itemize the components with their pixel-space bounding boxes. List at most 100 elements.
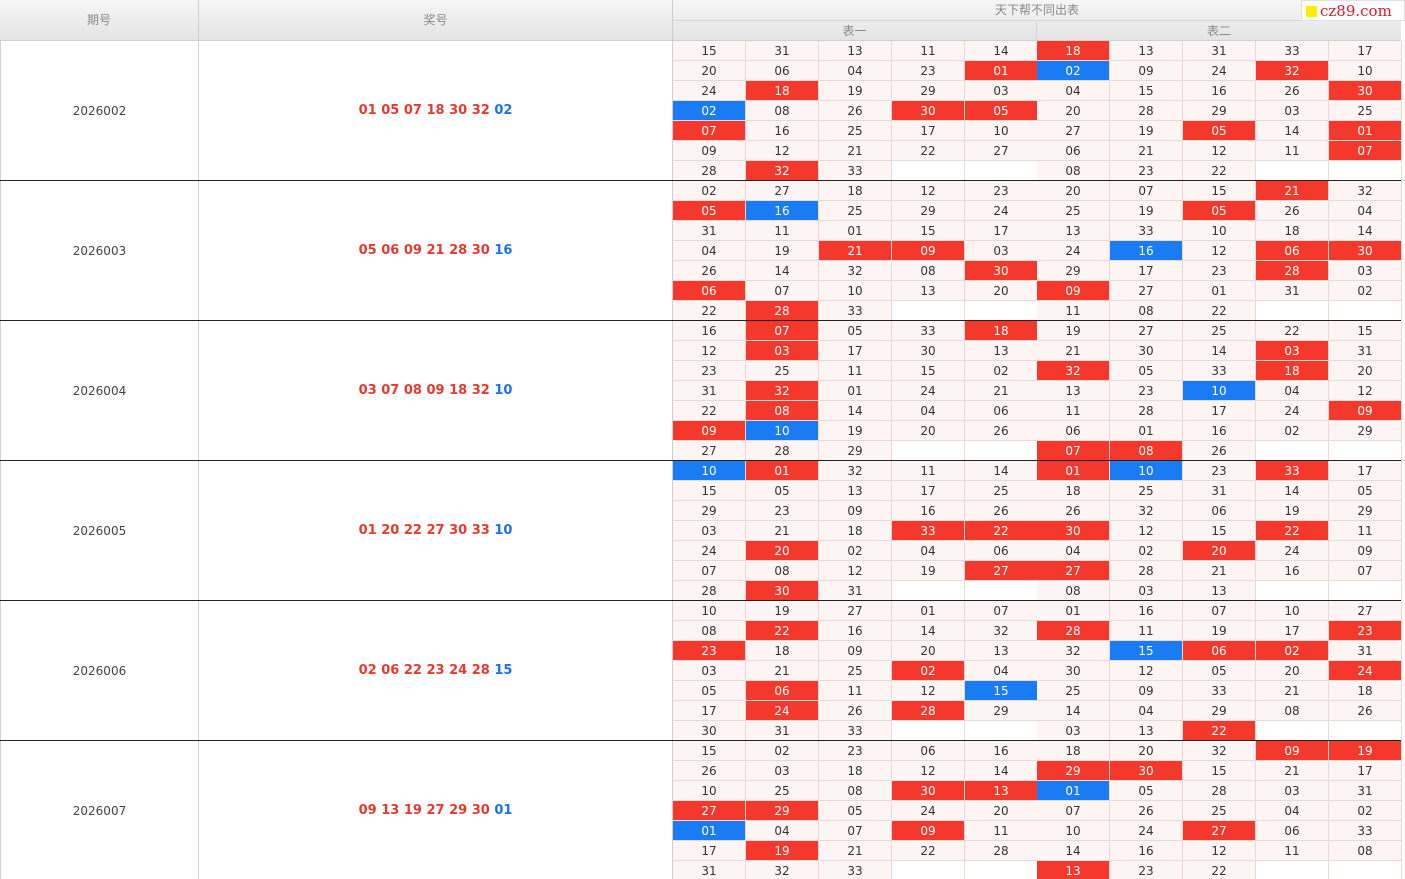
number-cell: 14 (1037, 701, 1110, 721)
number-cell: 33 (819, 721, 892, 741)
red-ball: 13 (381, 803, 400, 818)
number-cell: 11 (819, 681, 892, 701)
number-cell: 15 (673, 481, 746, 501)
number-cell: 27 (1110, 281, 1183, 301)
red-hit-cell: 01 (746, 461, 819, 481)
number-cell: 16 (965, 741, 1038, 761)
number-cell: 23 (746, 501, 819, 521)
number-cell: 29 (1329, 501, 1402, 521)
red-ball: 20 (381, 523, 400, 538)
number-cell: 25 (819, 661, 892, 681)
red-hit-cell: 05 (965, 101, 1038, 121)
number-cell: 20 (1110, 741, 1183, 761)
number-cell: 11 (965, 821, 1038, 841)
number-cell: 26 (1037, 501, 1110, 521)
header-issue: 期号 (0, 0, 199, 41)
number-cell: 21 (1110, 141, 1183, 161)
issue-number: 2026006 (0, 601, 199, 741)
blue-ball: 10 (494, 383, 513, 398)
number-cell: 07 (1037, 801, 1110, 821)
number-cell: 33 (892, 321, 965, 341)
number-cell: 08 (1037, 161, 1110, 181)
number-cell: 29 (819, 441, 892, 461)
red-hit-cell: 03 (746, 341, 819, 361)
table-one: 10 19 27 01 07 08 22 16 14 32 23 18 09 20 13 03 21 25 02 04… (673, 601, 1038, 741)
number-cell (1329, 441, 1402, 461)
number-cell: 09 (819, 641, 892, 661)
number-cell: 20 (892, 641, 965, 661)
number-cell: 01 (1183, 281, 1256, 301)
number-cell: 15 (673, 41, 746, 61)
number-cell (892, 301, 965, 321)
draw-row: 2026002 01 05 07 18 30 32 02 15 31 13 11 14 20 0… (0, 41, 1402, 181)
red-ball: 27 (426, 803, 445, 818)
red-hit-cell: 30 (1329, 241, 1402, 261)
number-cell: 27 (673, 441, 746, 461)
red-hit-cell: 09 (673, 421, 746, 441)
red-ball: 08 (403, 383, 422, 398)
number-cell: 24 (1110, 821, 1183, 841)
red-hit-cell: 20 (746, 541, 819, 561)
number-cell: 29 (673, 501, 746, 521)
red-hit-cell: 32 (746, 381, 819, 401)
number-cell: 03 (1037, 721, 1110, 741)
number-cell: 04 (1256, 801, 1329, 821)
number-cell: 25 (965, 481, 1038, 501)
red-hit-cell: 18 (965, 321, 1038, 341)
number-cell: 04 (673, 241, 746, 261)
number-cell: 22 (1183, 301, 1256, 321)
number-cell: 10 (1256, 601, 1329, 621)
number-cell: 03 (1110, 581, 1183, 601)
number-cell: 02 (1329, 281, 1402, 301)
red-hit-cell: 33 (1256, 461, 1329, 481)
site-logo[interactable]: cz89.com (1301, 0, 1405, 21)
number-cell: 25 (1183, 801, 1256, 821)
number-cell (965, 861, 1038, 879)
number-cell: 32 (965, 621, 1038, 641)
number-cell: 15 (892, 361, 965, 381)
number-cell: 07 (1183, 601, 1256, 621)
logo-mark-icon (1306, 6, 1317, 17)
table-two: 01 16 07 10 27 28 11 19 17 23 32 15 06 02 31 30 12 05 20 24… (1037, 601, 1402, 741)
number-cell: 21 (1256, 761, 1329, 781)
number-cell: 31 (746, 721, 819, 741)
red-ball: 21 (426, 243, 445, 258)
blue-hit-cell: 02 (673, 101, 746, 121)
red-hit-cell: 01 (965, 61, 1038, 81)
number-cell: 25 (1037, 681, 1110, 701)
number-cell: 13 (1183, 581, 1256, 601)
red-hit-cell: 29 (1037, 761, 1110, 781)
number-cell: 20 (965, 281, 1038, 301)
red-ball: 06 (381, 663, 400, 678)
table-one: 02 27 18 12 23 05 16 25 29 24 31 11 01 15 17 04 19 21 09 03… (673, 181, 1038, 321)
number-cell: 26 (673, 261, 746, 281)
number-cell: 02 (1256, 421, 1329, 441)
number-cell: 14 (1183, 341, 1256, 361)
number-cell: 19 (819, 81, 892, 101)
number-cell: 20 (1329, 361, 1402, 381)
red-ball: 24 (449, 663, 468, 678)
blue-hit-cell: 15 (965, 681, 1038, 701)
number-cell: 21 (819, 141, 892, 161)
number-cell: 16 (1183, 421, 1256, 441)
number-cell: 18 (1256, 221, 1329, 241)
number-cell: 32 (746, 861, 819, 879)
number-cell: 23 (1110, 161, 1183, 181)
number-cell: 28 (1110, 561, 1183, 581)
blue-ball: 02 (494, 103, 513, 118)
number-cell: 12 (819, 561, 892, 581)
red-hit-cell: 03 (1256, 341, 1329, 361)
number-cell: 21 (746, 661, 819, 681)
red-ball: 28 (449, 243, 468, 258)
number-cell: 28 (1110, 401, 1183, 421)
number-cell: 10 (965, 121, 1038, 141)
blue-ball: 15 (494, 663, 513, 678)
number-cell: 15 (1329, 321, 1402, 341)
number-cell: 25 (819, 121, 892, 141)
number-cell: 19 (1037, 321, 1110, 341)
red-hit-cell: 22 (746, 621, 819, 641)
number-cell: 17 (673, 841, 746, 861)
number-cell: 31 (1329, 341, 1402, 361)
number-cell: 07 (965, 601, 1038, 621)
number-cell: 05 (1110, 361, 1183, 381)
